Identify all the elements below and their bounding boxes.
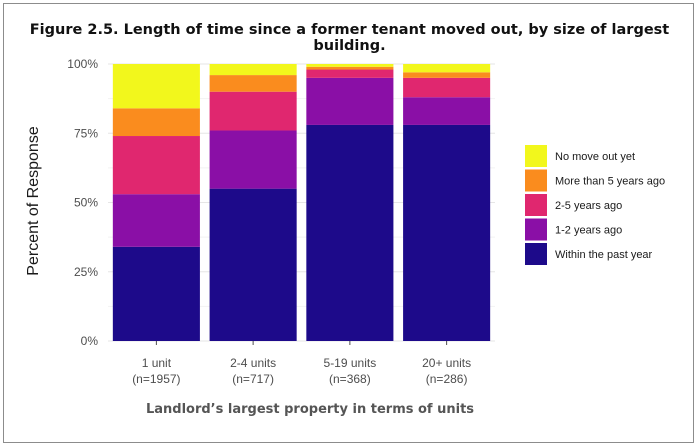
x-tick-label: 20+ units xyxy=(422,356,471,370)
bar-segment xyxy=(112,108,200,137)
bar-segment xyxy=(306,66,394,70)
legend-swatch xyxy=(525,169,547,192)
x-tick-label: 5-19 units xyxy=(324,356,377,370)
legend-label: No move out yet xyxy=(555,151,635,163)
bar-segment xyxy=(112,64,200,109)
bar-segment xyxy=(403,72,491,78)
y-tick-label: 0% xyxy=(81,334,99,348)
x-axis-ticks: 1 unit (n=1957) 2-4 units (n=717) 5-19 units… xyxy=(132,341,471,386)
legend-label: 2-5 years ago xyxy=(555,200,622,212)
bar-segment xyxy=(112,194,200,247)
bar-segment xyxy=(306,77,394,125)
bar-segment xyxy=(209,75,297,92)
x-axis-label: Landlord’s largest property in terms of … xyxy=(146,402,474,417)
x-tick-sample-size: (n=286) xyxy=(426,372,468,386)
legend-label: More than 5 years ago xyxy=(555,176,665,188)
legend-label: Within the past year xyxy=(555,249,653,261)
bar-segment xyxy=(112,136,200,195)
bar-segment xyxy=(209,130,297,189)
y-tick-label: 100% xyxy=(67,57,98,71)
y-tick-label: 50% xyxy=(74,196,98,210)
legend-swatch xyxy=(525,243,547,265)
y-axis-label: Percent of Response xyxy=(25,126,42,276)
bar-segment xyxy=(403,97,491,125)
bar-segment xyxy=(209,188,297,341)
legend-swatch xyxy=(525,194,547,216)
x-tick-sample-size: (n=717) xyxy=(232,372,274,386)
x-tick-sample-size: (n=1957) xyxy=(132,372,180,386)
x-tick-label: 2-4 units xyxy=(230,356,276,370)
bar-segment xyxy=(306,69,394,78)
y-tick-label: 75% xyxy=(74,126,98,140)
y-tick-label: 25% xyxy=(74,265,98,279)
legend-swatch xyxy=(525,145,547,167)
x-tick-label: 1 unit xyxy=(142,356,172,370)
bar-segment xyxy=(403,64,491,73)
bar-stack-group xyxy=(112,64,491,341)
bar-segment xyxy=(306,64,394,67)
bar-segment xyxy=(209,64,297,76)
bar-segment xyxy=(403,124,491,341)
legend-label: 1-2 years ago xyxy=(555,225,622,237)
y-axis-ticks: 0% 25% 50% 75% 100% xyxy=(67,57,98,348)
legend: No move out yet More than 5 years ago 2-5 … xyxy=(525,145,665,265)
chart-title: Figure 2.5. Length of time since a forme… xyxy=(29,22,670,54)
bar-segment xyxy=(403,77,491,98)
bar-segment xyxy=(209,91,297,131)
legend-swatch xyxy=(525,218,547,241)
bar-segment xyxy=(112,246,200,341)
x-tick-sample-size: (n=368) xyxy=(329,372,371,386)
bar-segment xyxy=(306,124,394,341)
